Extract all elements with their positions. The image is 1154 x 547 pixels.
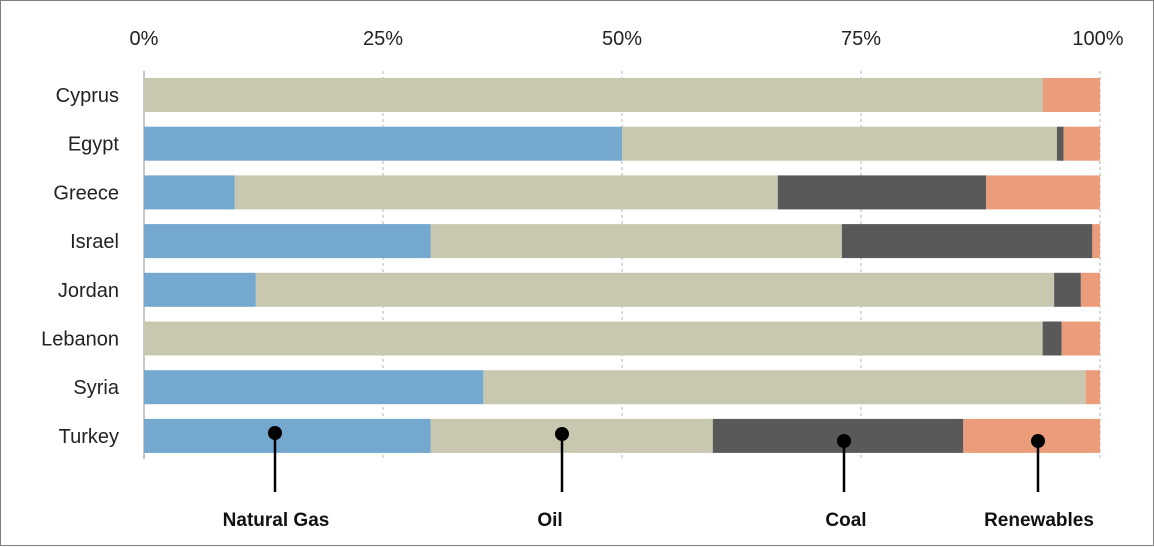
legend-label: Renewables — [984, 510, 1094, 531]
bar-segment — [1042, 321, 1062, 356]
bar-segment — [841, 224, 1093, 259]
category-label: Jordan — [58, 280, 119, 302]
bar-segment — [712, 418, 964, 453]
bars — [144, 78, 1100, 453]
x-tick-label: 100% — [1072, 28, 1123, 50]
category-label: Greece — [53, 182, 119, 204]
bar-segment — [144, 126, 622, 161]
x-tick-label: 75% — [841, 28, 881, 50]
bar-segment — [1056, 126, 1064, 161]
bar-segment — [1061, 321, 1100, 356]
x-axis-ticks: 0% 25% 50% 75% 100% — [130, 28, 1124, 50]
x-tick-label: 50% — [602, 28, 642, 50]
bar-segment — [777, 175, 987, 210]
legend: Natural Gas Oil Coal Renewables — [223, 426, 1094, 531]
bar-segment — [144, 272, 256, 307]
legend-label: Oil — [537, 510, 562, 531]
bar-segment — [1080, 272, 1100, 307]
legend-marker — [555, 427, 569, 441]
legend-marker — [837, 434, 851, 448]
category-label: Lebanon — [41, 329, 119, 351]
bar-segment — [430, 418, 713, 453]
category-labels: Cyprus Egypt Greece Israel Jordan Lebanon Syri… — [41, 85, 120, 448]
bar-segment — [144, 224, 431, 259]
legend-label: Coal — [825, 510, 866, 531]
bar-segment — [1092, 224, 1100, 259]
category-label: Syria — [73, 377, 119, 399]
bar-segment — [234, 175, 778, 210]
bar-segment — [144, 418, 431, 453]
x-tick-label: 0% — [130, 28, 159, 50]
category-label: Egypt — [68, 134, 120, 156]
bar-segment — [144, 370, 484, 405]
x-tick-label: 25% — [363, 28, 403, 50]
category-label: Turkey — [59, 426, 119, 448]
bar-segment — [622, 126, 1057, 161]
category-label: Cyprus — [56, 85, 119, 107]
bar-segment — [1063, 126, 1100, 161]
bar-segment — [144, 175, 235, 210]
bar-segment — [963, 418, 1100, 453]
bar-segment — [144, 321, 1043, 356]
bar-segment — [1054, 272, 1081, 307]
bar-segment — [1042, 78, 1100, 112]
bar-segment — [144, 78, 1043, 112]
bar-segment — [255, 272, 1055, 307]
bar-segment — [430, 224, 842, 259]
category-label: Israel — [70, 231, 119, 253]
bar-segment — [483, 370, 1086, 405]
bar-segment — [1085, 370, 1100, 405]
bar-segment — [986, 175, 1100, 210]
legend-label: Natural Gas — [223, 510, 330, 531]
legend-marker — [268, 426, 282, 440]
legend-marker — [1031, 434, 1045, 448]
